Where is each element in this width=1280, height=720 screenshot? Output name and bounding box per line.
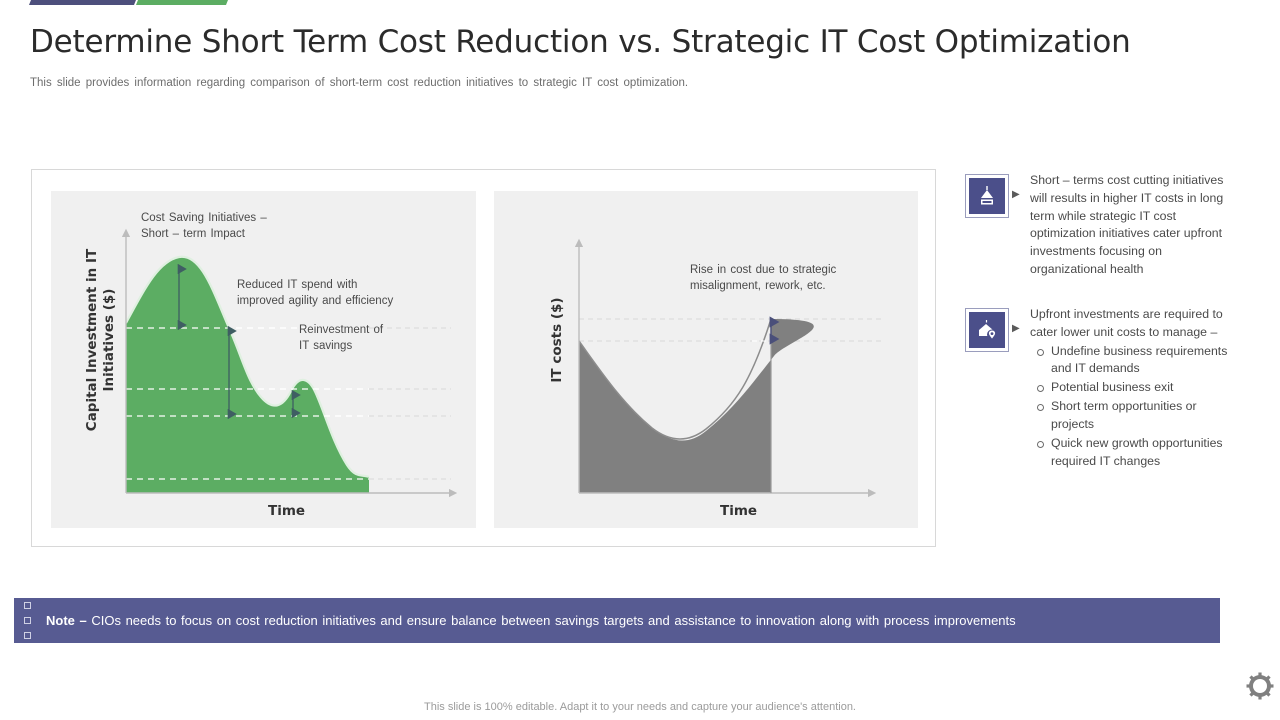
annotation-line: misalignment, rework, etc. bbox=[690, 279, 826, 292]
insight-block: ▶ Short – terms cost cutting initiatives… bbox=[965, 172, 1265, 279]
chart-card-strategic bbox=[494, 191, 918, 528]
gear-icon bbox=[1246, 672, 1274, 705]
insight-sub-list: Undefine business requirements and IT de… bbox=[1030, 343, 1230, 471]
icon-glyph-container bbox=[969, 311, 1005, 348]
insight-block: ▶ Upfront investments are required to ca… bbox=[965, 306, 1265, 470]
annotation-line: Rise in cost due to strategic bbox=[690, 264, 837, 276]
chart-right-canvas bbox=[494, 191, 918, 528]
annotation-line: Short – term Impact bbox=[141, 227, 245, 240]
hanging-sign-icon bbox=[965, 174, 1009, 218]
hanging-sign-glyph bbox=[981, 186, 993, 205]
chart-left-canvas bbox=[51, 191, 476, 528]
page-title: Determine Short Term Cost Reduction vs. … bbox=[30, 24, 1131, 60]
annotation-cost-saving-initiatives: Cost Saving Initiatives – Short – term I… bbox=[141, 211, 267, 242]
insight-text-group: Upfront investments are required to cate… bbox=[1030, 306, 1230, 470]
gridlines bbox=[579, 318, 884, 342]
house-location-pin-icon bbox=[965, 307, 1009, 352]
list-item: Undefine business requirements and IT de… bbox=[1034, 343, 1230, 379]
gridlines-extension bbox=[369, 327, 451, 480]
top-accent-bar bbox=[0, 0, 1280, 5]
list-item: Quick new growth opportunities required … bbox=[1034, 435, 1230, 471]
annotation-arrows bbox=[177, 263, 301, 420]
note-label: Note – bbox=[46, 613, 92, 628]
annotation-rise-in-cost: Rise in cost due to strategic misalignme… bbox=[690, 263, 836, 294]
square-icon bbox=[23, 632, 31, 639]
short-term-area-chart bbox=[121, 228, 458, 498]
gridlines-over-area bbox=[126, 327, 369, 480]
annotation-line: Reinvestment of bbox=[299, 324, 384, 336]
chart-right-y-axis-label: IT costs ($) bbox=[549, 297, 565, 383]
note-bar-decoration-squares bbox=[12, 598, 42, 643]
note-bar: Note – CIOs needs to focus on cost reduc… bbox=[14, 598, 1220, 643]
chart-left-y-axis-label: Capital Investment in IT Initiatives ($) bbox=[84, 248, 117, 432]
square-icon bbox=[23, 617, 31, 624]
list-item: Short term opportunities or projects bbox=[1034, 398, 1230, 434]
page-subtitle: This slide provides information regardin… bbox=[30, 77, 689, 89]
icon-glyph-container bbox=[969, 178, 1005, 214]
annotation-reinvestment: Reinvestment of IT savings bbox=[299, 323, 383, 354]
list-item: Potential business exit bbox=[1034, 379, 1230, 397]
gear-glyph bbox=[1246, 672, 1274, 700]
accent-segment-purple bbox=[28, 0, 137, 5]
insight-text: Upfront investments are required to cate… bbox=[1030, 306, 1223, 339]
accent-segment-green bbox=[135, 0, 229, 5]
annotation-reduced-it-spend: Reduced IT spend with improved agility a… bbox=[237, 278, 393, 309]
strategic-area-chart bbox=[574, 238, 884, 498]
note-body: CIOs needs to focus on cost reduction in… bbox=[91, 613, 1016, 628]
insight-text: Short – terms cost cutting initiatives w… bbox=[1030, 173, 1224, 277]
annotation-line: Reduced IT spend with bbox=[237, 279, 358, 291]
area-stroke-green bbox=[125, 255, 370, 479]
annotation-line: IT savings bbox=[299, 339, 353, 352]
chevron-right-icon: ▶ bbox=[1012, 189, 1020, 200]
chart-left-x-axis-label: Time bbox=[268, 503, 306, 519]
note-text: Note – CIOs needs to focus on cost reduc… bbox=[46, 613, 1016, 628]
annotation-line: Cost Saving Initiatives – bbox=[141, 212, 267, 224]
house-location-pin-glyph bbox=[979, 319, 997, 340]
chevron-right-icon: ▶ bbox=[1012, 322, 1020, 334]
area-fill-gray bbox=[579, 319, 814, 493]
charts-panel bbox=[31, 169, 936, 547]
chart-card-short-term bbox=[51, 191, 476, 528]
area-stroke-gray bbox=[578, 318, 772, 440]
footer-text: This slide is 100% editable. Adapt it to… bbox=[424, 701, 856, 713]
annotation-line: improved agility and efficiency bbox=[237, 294, 394, 307]
square-icon bbox=[23, 602, 31, 609]
chart-right-x-axis-label: Time bbox=[720, 503, 758, 519]
insights-sidebar: ▶ Short – terms cost cutting initiatives… bbox=[965, 172, 1265, 470]
